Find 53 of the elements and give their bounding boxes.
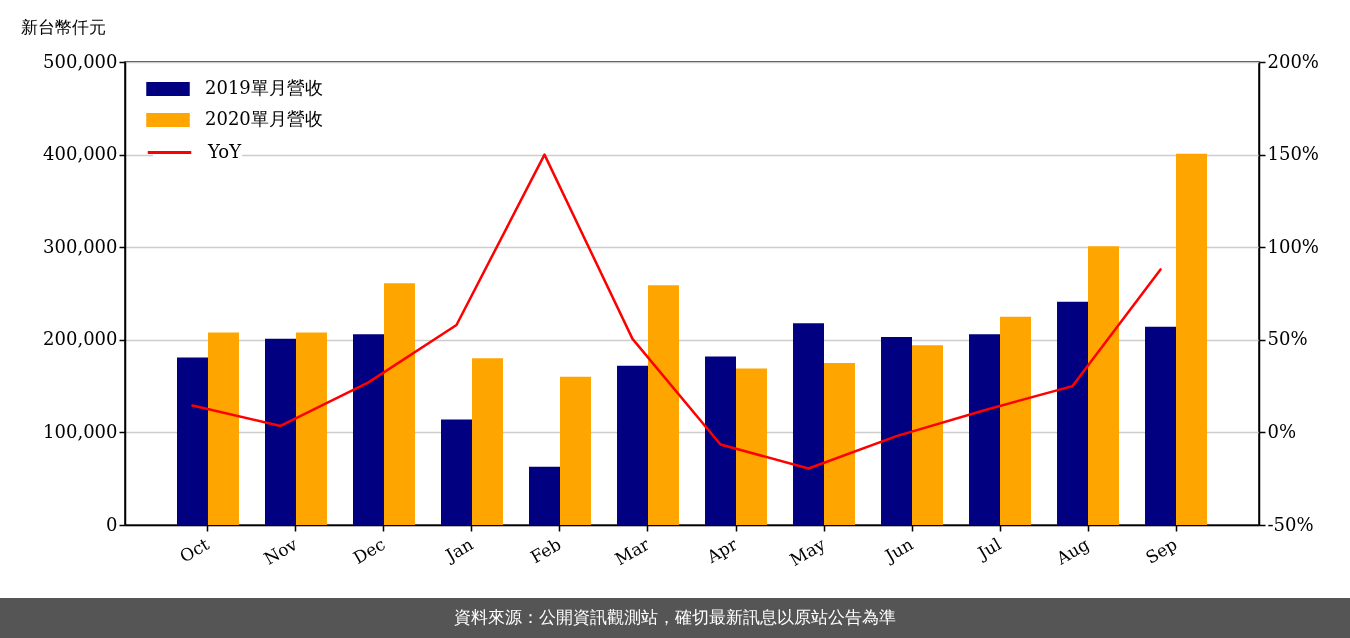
bar bbox=[1000, 316, 1031, 525]
bar bbox=[881, 337, 913, 525]
y-tick-label: 500,000 bbox=[43, 50, 118, 72]
x-tick-label: Nov bbox=[260, 533, 301, 569]
y-tick-label: 0 bbox=[106, 513, 118, 535]
source-note: 資料來源：公開資訊觀測站，確切最新訊息以原站公告為準 bbox=[454, 607, 896, 627]
y2-tick-label: 50% bbox=[1267, 328, 1308, 350]
y-tick-label: 400,000 bbox=[43, 143, 118, 165]
bar bbox=[1145, 326, 1177, 525]
x-tick-label: Jul bbox=[972, 533, 1005, 564]
bar bbox=[295, 332, 327, 525]
bar bbox=[353, 334, 384, 525]
y-tick-label: 300,000 bbox=[43, 235, 118, 257]
y2-tick-label: 200% bbox=[1267, 50, 1319, 72]
legend-label: YoY bbox=[207, 140, 243, 162]
bar bbox=[560, 376, 591, 525]
x-tick-label: Oct bbox=[176, 533, 213, 567]
legend-label: 2019單月營收 bbox=[205, 77, 323, 98]
y-axis-title: 新台幣仟元 bbox=[20, 16, 106, 37]
bar bbox=[1176, 153, 1207, 525]
bar bbox=[441, 419, 472, 525]
bar bbox=[1088, 246, 1119, 525]
bar bbox=[969, 334, 1001, 525]
bar bbox=[705, 356, 736, 525]
x-tick-label: Feb bbox=[526, 533, 565, 568]
x-tick-label: Sep bbox=[1142, 533, 1181, 568]
legend-label: 2020單月營收 bbox=[205, 108, 323, 129]
bar bbox=[617, 365, 648, 525]
bar bbox=[177, 357, 208, 525]
x-tick-label: Dec bbox=[349, 533, 389, 568]
bar bbox=[383, 283, 415, 525]
bar bbox=[793, 323, 824, 525]
y-tick-label: 200,000 bbox=[43, 328, 118, 350]
x-tick-label: Jun bbox=[879, 533, 917, 567]
bar bbox=[824, 362, 855, 525]
bar bbox=[207, 332, 239, 525]
x-tick-label: Apr bbox=[702, 533, 742, 568]
bar bbox=[912, 345, 943, 525]
x-tick-label: Mar bbox=[611, 533, 654, 570]
y-tick-label: 100,000 bbox=[43, 420, 118, 442]
y2-tick-label: 0% bbox=[1267, 420, 1297, 442]
y2-tick-label: 100% bbox=[1267, 235, 1319, 257]
bar bbox=[648, 285, 679, 525]
bar bbox=[471, 358, 503, 525]
x-tick-label: Jan bbox=[440, 533, 477, 567]
bar bbox=[265, 338, 296, 525]
x-tick-label: Aug bbox=[1052, 533, 1093, 569]
y2-tick-label: 150% bbox=[1267, 143, 1319, 165]
x-tick-label: May bbox=[786, 533, 829, 570]
bar bbox=[1057, 301, 1089, 525]
bar bbox=[736, 368, 767, 525]
y2-tick-label: -50% bbox=[1267, 513, 1314, 535]
bar bbox=[529, 466, 560, 525]
